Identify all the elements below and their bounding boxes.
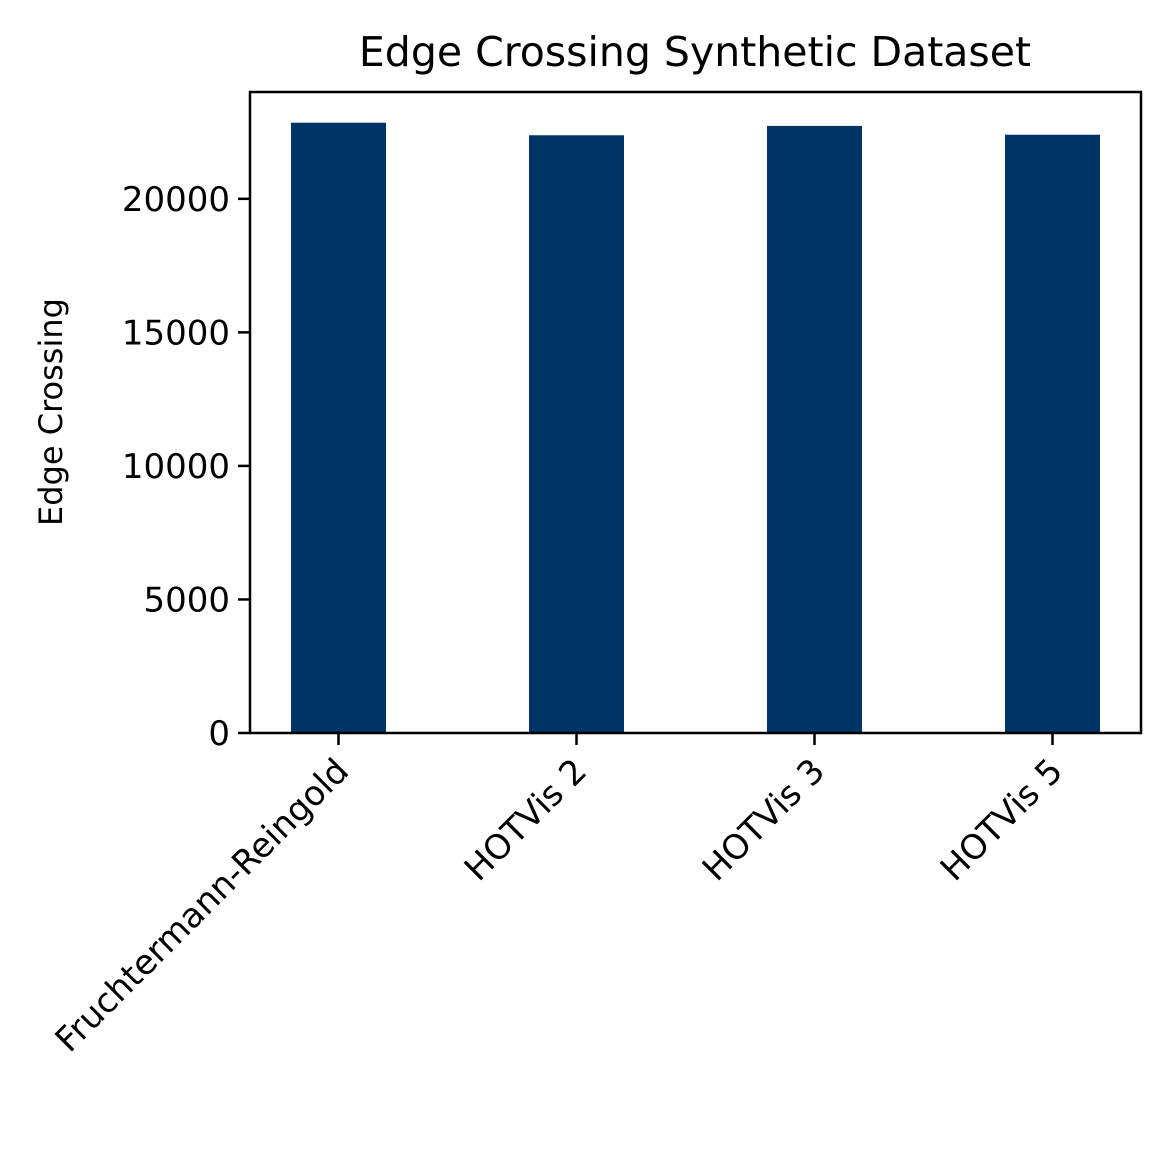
- bars-group: [291, 122, 1100, 734]
- bar-1: [529, 135, 624, 733]
- x-tick-label-0: Fruchtermann-Reingold: [48, 751, 357, 1060]
- bar-2: [767, 125, 862, 734]
- y-tick-label-3: 15000: [122, 313, 230, 353]
- x-tick-label-2: HOTVis 3: [695, 751, 833, 889]
- y-axis: 0 5000 10000 15000 20000: [122, 180, 250, 754]
- y-tick-label-0: 0: [208, 714, 230, 754]
- y-tick-label-2: 10000: [122, 447, 230, 487]
- x-axis: Fruchtermann-Reingold HOTVis 2 HOTVis 3 HOT…: [48, 733, 1071, 1060]
- bar-0: [291, 122, 386, 733]
- bar-3: [1005, 134, 1100, 733]
- y-axis-label: Edge Crossing: [32, 298, 70, 526]
- y-tick-label-4: 20000: [122, 180, 230, 220]
- x-tick-label-1: HOTVis 2: [457, 751, 595, 889]
- chart-title: Edge Crossing Synthetic Dataset: [359, 28, 1031, 76]
- plot-frame: [248, 90, 1143, 735]
- x-tick-label-3: HOTVis 5: [933, 751, 1071, 889]
- y-tick-label-1: 5000: [143, 580, 230, 620]
